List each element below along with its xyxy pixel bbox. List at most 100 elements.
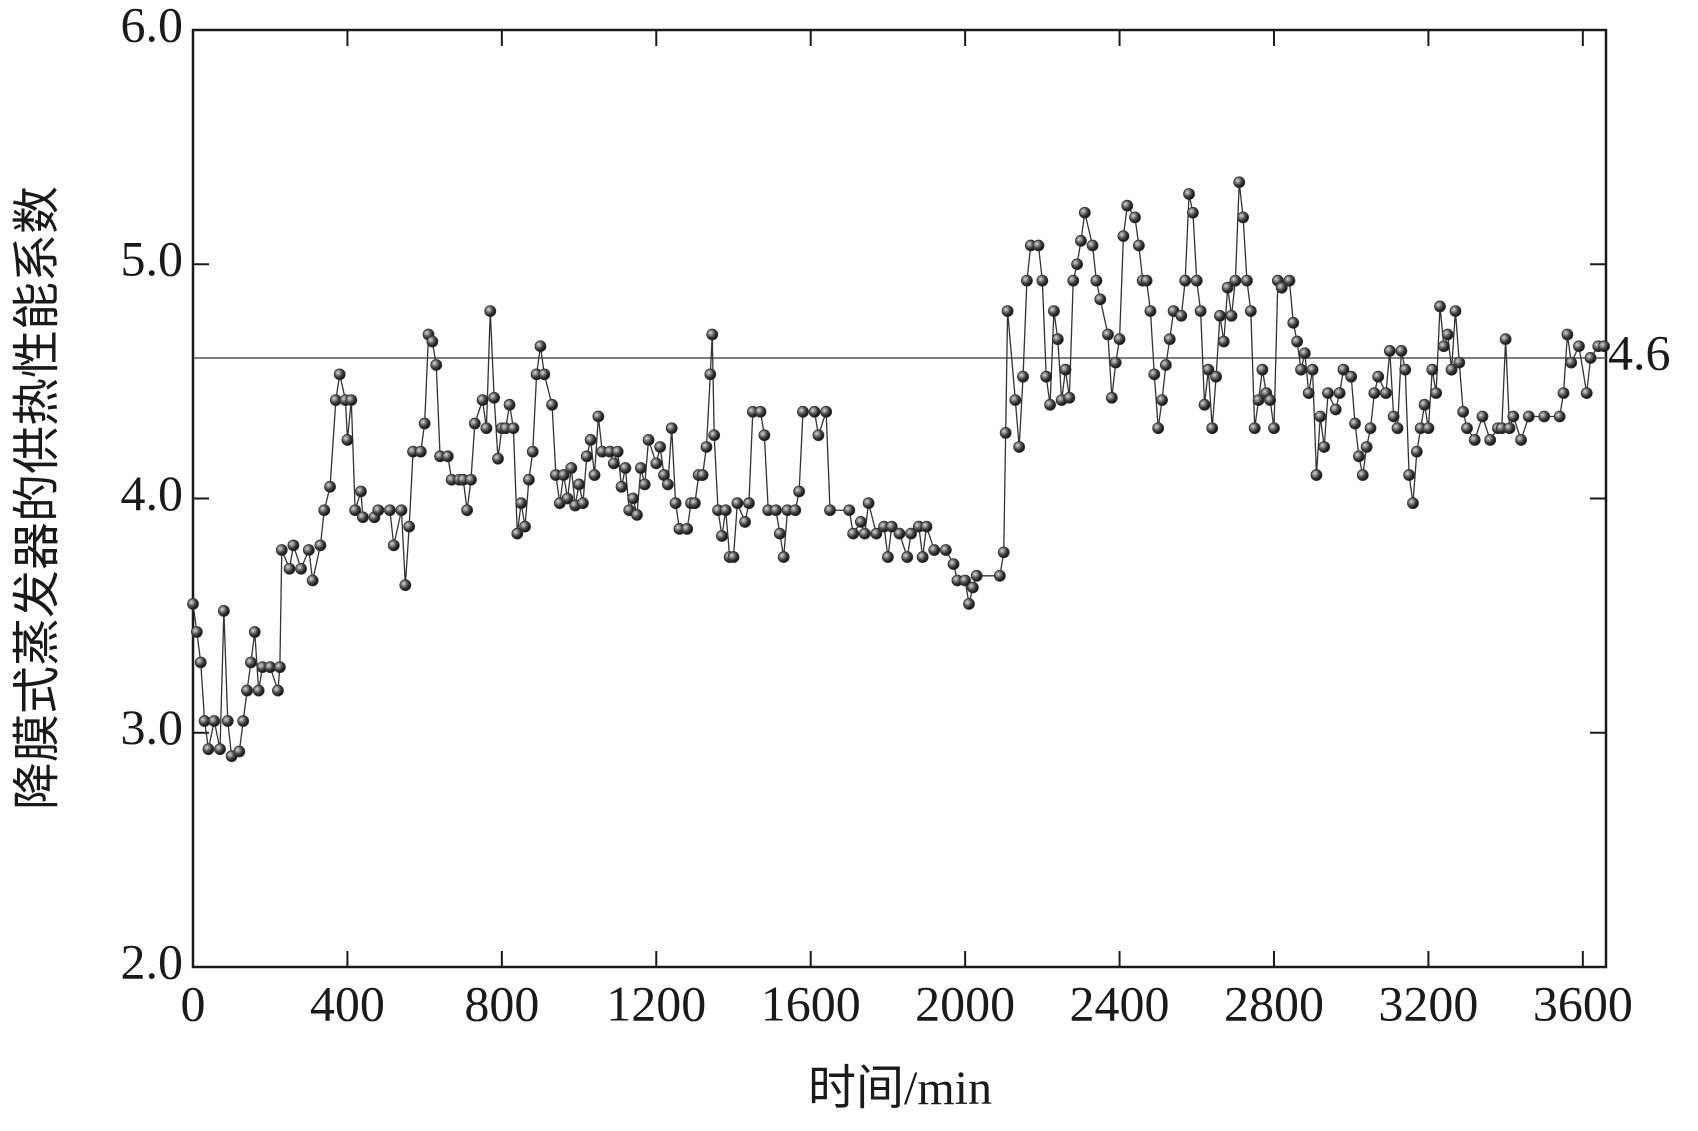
data-point [1013, 441, 1026, 453]
data-point [1105, 391, 1118, 404]
data-point [1198, 398, 1211, 411]
data-point [920, 520, 933, 533]
data-point [1159, 359, 1172, 371]
data-point [611, 445, 624, 458]
data-point [418, 417, 431, 430]
data-point [355, 485, 367, 498]
data-point [661, 478, 674, 491]
data-point [399, 579, 412, 592]
data-point [1237, 211, 1249, 224]
data-point [1040, 370, 1053, 383]
data-point [1461, 422, 1473, 435]
data-point [383, 504, 396, 517]
data-point [349, 504, 362, 517]
data-point [526, 445, 539, 458]
data-point [522, 473, 535, 486]
y-axis-title: 降膜式蒸发器的供热性能系数 [11, 186, 64, 810]
data-point [1144, 305, 1157, 318]
data-point [638, 478, 651, 491]
data-point [1275, 281, 1288, 294]
data-point [217, 605, 230, 617]
data-point [797, 405, 809, 418]
data-point [993, 569, 1006, 582]
data-point [1353, 450, 1365, 463]
data-point [333, 368, 346, 381]
data-point [1499, 333, 1512, 346]
data-point [1229, 274, 1242, 287]
data-point [716, 530, 728, 542]
data-point [1121, 199, 1134, 212]
data-point [557, 469, 570, 481]
data-point [1132, 239, 1145, 252]
data-point [272, 684, 284, 697]
x-tick-label: 3600 [1533, 975, 1633, 1031]
data-point [187, 598, 199, 610]
data-point [546, 398, 558, 411]
data-point [208, 715, 221, 727]
data-point [592, 410, 605, 423]
data-point [1102, 328, 1114, 341]
data-point [245, 656, 257, 669]
data-point [854, 516, 867, 528]
data-point [727, 551, 740, 563]
data-point [704, 368, 717, 381]
data-point [468, 417, 481, 430]
data-point [476, 394, 489, 407]
data-point [627, 492, 640, 505]
data-point [1287, 316, 1300, 329]
data-point [221, 715, 234, 727]
data-point [534, 340, 547, 353]
data-point [812, 429, 825, 442]
data-point [1430, 387, 1443, 399]
data-point [1426, 363, 1439, 376]
data-point [1302, 387, 1315, 399]
x-tick-label: 1600 [761, 975, 861, 1031]
data-point [1538, 410, 1551, 423]
y-tick-label: 3.0 [121, 699, 184, 755]
data-point [302, 544, 315, 556]
data-point [669, 497, 682, 510]
data-point [580, 450, 593, 463]
data-point [615, 480, 628, 493]
data-point [1036, 274, 1049, 287]
data-point [808, 405, 821, 418]
data-point [1333, 387, 1346, 399]
data-point [1113, 333, 1126, 346]
data-point [237, 715, 250, 727]
data-point [1244, 305, 1257, 318]
data-point [997, 546, 1010, 559]
data-point [1410, 445, 1423, 458]
data-point [488, 391, 501, 404]
data-point [1364, 422, 1377, 435]
data-point [999, 427, 1012, 439]
data-point [1437, 340, 1450, 353]
data-point [1457, 405, 1470, 418]
data-point [480, 422, 493, 435]
y-tick-label: 2.0 [121, 933, 184, 989]
data-point [708, 429, 721, 442]
data-point [1445, 363, 1458, 376]
data-point [793, 485, 806, 498]
data-point [484, 305, 497, 318]
data-point [492, 452, 504, 465]
data-point [283, 562, 296, 575]
data-point [1580, 387, 1593, 399]
data-point [631, 508, 643, 521]
data-point [862, 497, 875, 510]
data-point [1194, 305, 1207, 318]
data-point [214, 743, 226, 756]
data-point [1565, 356, 1578, 369]
data-point [1001, 305, 1014, 318]
data-point [893, 527, 906, 540]
data-point [248, 626, 261, 638]
data-point [1372, 370, 1385, 383]
data-point [387, 539, 400, 552]
series-line [192, 182, 1605, 758]
data-point [190, 626, 203, 638]
data-point [754, 405, 767, 418]
data-point [1225, 309, 1238, 322]
data-point [1078, 206, 1091, 219]
data-point [1017, 370, 1029, 383]
data-point [1468, 434, 1481, 446]
data-point [341, 434, 354, 446]
